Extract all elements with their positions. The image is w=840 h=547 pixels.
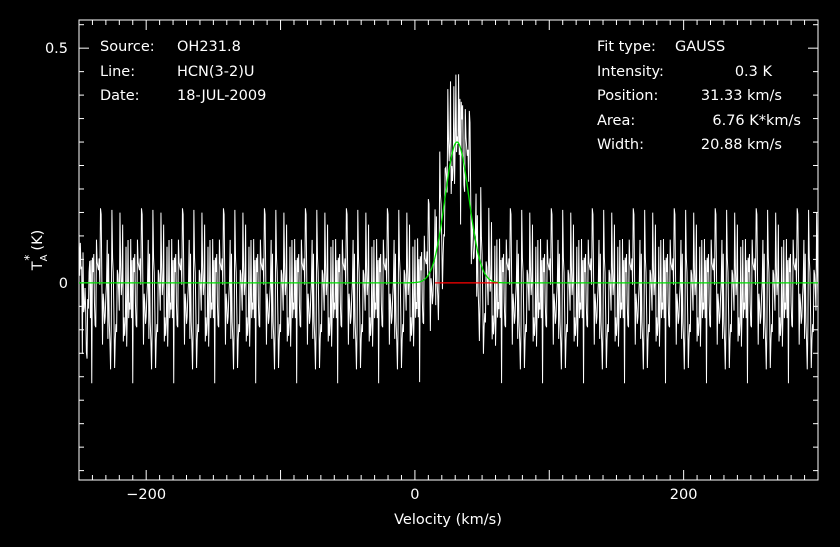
width-label: Width:	[597, 137, 644, 153]
position-label: Position:	[597, 88, 658, 104]
y-tick-labels: 0 0.5	[45, 41, 68, 292]
spectrum-trace	[78, 74, 819, 384]
width-value: 20.88 km/s	[701, 137, 782, 153]
date-label: Date:	[100, 88, 140, 104]
intensity-label: Intensity:	[597, 64, 664, 80]
x-tick-label: 0	[410, 487, 419, 503]
intensity-value: 0.3 K	[735, 64, 773, 80]
y-axis-symbol: T	[30, 261, 46, 271]
fit-type-label: Fit type:	[597, 39, 656, 55]
axis-ticks	[78, 20, 819, 480]
date-value: 18-JUL-2009	[177, 88, 266, 104]
y-tick-label: 0.5	[45, 41, 68, 57]
source-label: Source:	[100, 39, 155, 55]
svg-text:TA*(K): TA* (K)	[22, 230, 50, 272]
x-tick-label: 200	[670, 487, 698, 503]
fit-type-value: GAUSS	[675, 39, 725, 55]
fit-curve	[79, 141, 818, 284]
y-axis-title: TA* (K)	[22, 230, 50, 272]
source-value: OH231.8	[177, 39, 241, 55]
spectrum-line	[78, 74, 819, 384]
position-value: 31.33 km/s	[701, 88, 782, 104]
line-value: HCN(3-2)U	[177, 64, 254, 80]
header-info-right: Fit type: GAUSS Intensity: 0.3 K Positio…	[597, 39, 801, 153]
y-tick-label: 0	[59, 276, 68, 292]
x-axis-title: Velocity (km/s)	[394, 512, 502, 528]
x-tick-labels: −200 0 200	[126, 487, 697, 503]
x-tick-label: −200	[126, 487, 166, 503]
y-axis-unit: (K)	[30, 230, 46, 251]
header-info-left: Source: OH231.8 Line: HCN(3-2)U Date: 18…	[100, 39, 266, 104]
line-label: Line:	[100, 64, 135, 80]
y-axis-superscript: *	[22, 255, 36, 261]
gaussian-fit	[79, 141, 818, 284]
y-axis-subscript: A	[39, 254, 50, 261]
area-value: 6.76 K*km/s	[712, 113, 801, 129]
area-label: Area:	[597, 113, 635, 129]
